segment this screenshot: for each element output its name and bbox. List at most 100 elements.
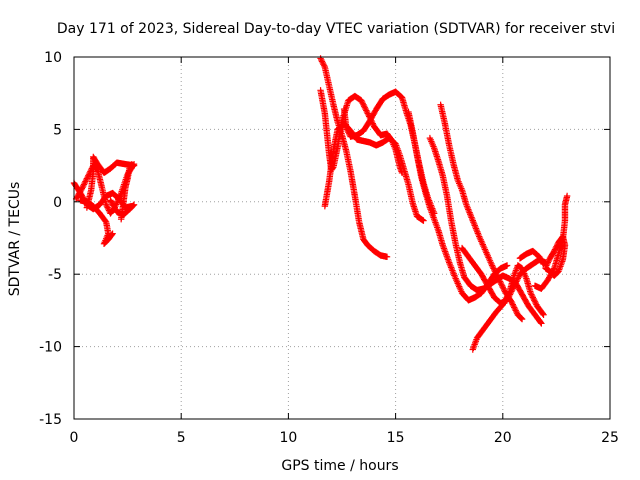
data-point — [531, 298, 539, 305]
data-point — [532, 299, 539, 307]
data-point — [489, 263, 496, 271]
data-point — [364, 110, 371, 117]
data-point — [515, 273, 522, 281]
data-point — [507, 289, 514, 297]
data-point — [491, 266, 498, 274]
data-point — [127, 161, 135, 169]
data-point — [498, 281, 505, 288]
data-point — [130, 201, 138, 208]
x-tick-label: 10 — [279, 430, 297, 446]
data-point — [363, 108, 371, 116]
x-tick-label: 25 — [601, 430, 619, 446]
data-point — [358, 98, 366, 106]
y-axis-ticks: -15 -10 -5 0 5 10 — [39, 50, 610, 428]
data-point — [504, 295, 512, 303]
y-tick-label: 5 — [53, 122, 62, 138]
data-point — [363, 107, 370, 114]
data-point — [318, 56, 325, 64]
data-point — [508, 299, 516, 307]
data-point — [529, 294, 537, 301]
data-point — [491, 268, 499, 275]
data-point — [320, 62, 328, 69]
y-tick-label: -15 — [39, 412, 62, 428]
data-point — [537, 319, 544, 326]
data-point — [508, 288, 515, 295]
data-point — [544, 259, 552, 266]
data-point — [129, 202, 136, 210]
data-point — [104, 204, 111, 211]
x-tick-label: 15 — [387, 430, 405, 446]
plot-frame — [73, 56, 611, 420]
data-point — [513, 276, 521, 284]
data-point — [528, 292, 536, 300]
data-point — [317, 55, 324, 62]
data-point — [509, 285, 517, 292]
data-point — [78, 185, 86, 192]
data-point — [362, 105, 369, 113]
data-point — [128, 160, 136, 168]
data-point — [361, 104, 369, 111]
data-point — [513, 278, 520, 285]
data-point — [499, 284, 506, 291]
x-tick-label: 0 — [70, 430, 79, 446]
data-point — [505, 294, 512, 301]
data-point — [103, 202, 111, 210]
chart-title: Day 171 of 2023, Sidereal Day-to-day VTE… — [57, 21, 615, 37]
data-point — [511, 304, 518, 311]
data-point — [508, 298, 515, 305]
data-point — [512, 279, 519, 287]
data-point — [508, 286, 516, 294]
data-point — [108, 231, 116, 238]
data-point — [496, 278, 504, 285]
data-point — [510, 284, 517, 291]
data-point — [498, 282, 506, 289]
data-point — [506, 292, 513, 300]
data-point — [518, 315, 526, 323]
data-point — [365, 111, 372, 119]
data-point — [490, 265, 497, 272]
data-point — [552, 244, 559, 252]
data-point — [545, 257, 552, 265]
data-point — [360, 101, 367, 108]
data-point — [493, 271, 500, 278]
data-point — [539, 310, 547, 317]
y-tick-label: 10 — [44, 50, 62, 66]
data-point — [500, 285, 507, 292]
data-point — [81, 179, 88, 187]
data-points — [70, 55, 571, 353]
data-point — [512, 307, 519, 314]
data-point — [79, 184, 86, 191]
data-point — [130, 202, 137, 209]
x-tick-label: 5 — [177, 430, 186, 446]
data-point — [514, 275, 522, 282]
data-point — [511, 305, 519, 313]
data-point — [550, 266, 557, 273]
data-point — [84, 173, 91, 181]
data-point — [318, 58, 326, 65]
data-point — [553, 242, 561, 249]
data-point — [383, 253, 391, 261]
data-point — [503, 262, 511, 269]
data-point — [540, 311, 547, 318]
data-point — [496, 276, 503, 284]
data-point — [553, 243, 560, 250]
data-point — [513, 308, 520, 316]
y-axis-label: SDTVAR / TECUs — [7, 182, 23, 297]
data-point — [530, 295, 537, 303]
data-point — [518, 315, 525, 322]
data-point — [85, 172, 92, 179]
data-point — [511, 282, 518, 289]
data-point — [492, 269, 499, 276]
data-point — [82, 178, 89, 185]
y-tick-label: 0 — [53, 195, 62, 211]
data-point — [319, 59, 326, 66]
data-point — [80, 182, 87, 190]
data-point — [488, 262, 496, 269]
data-point — [82, 176, 90, 184]
data-point — [493, 272, 501, 279]
data-point — [102, 201, 110, 208]
data-point — [509, 301, 517, 308]
data-point — [359, 100, 366, 107]
data-point — [510, 302, 517, 310]
